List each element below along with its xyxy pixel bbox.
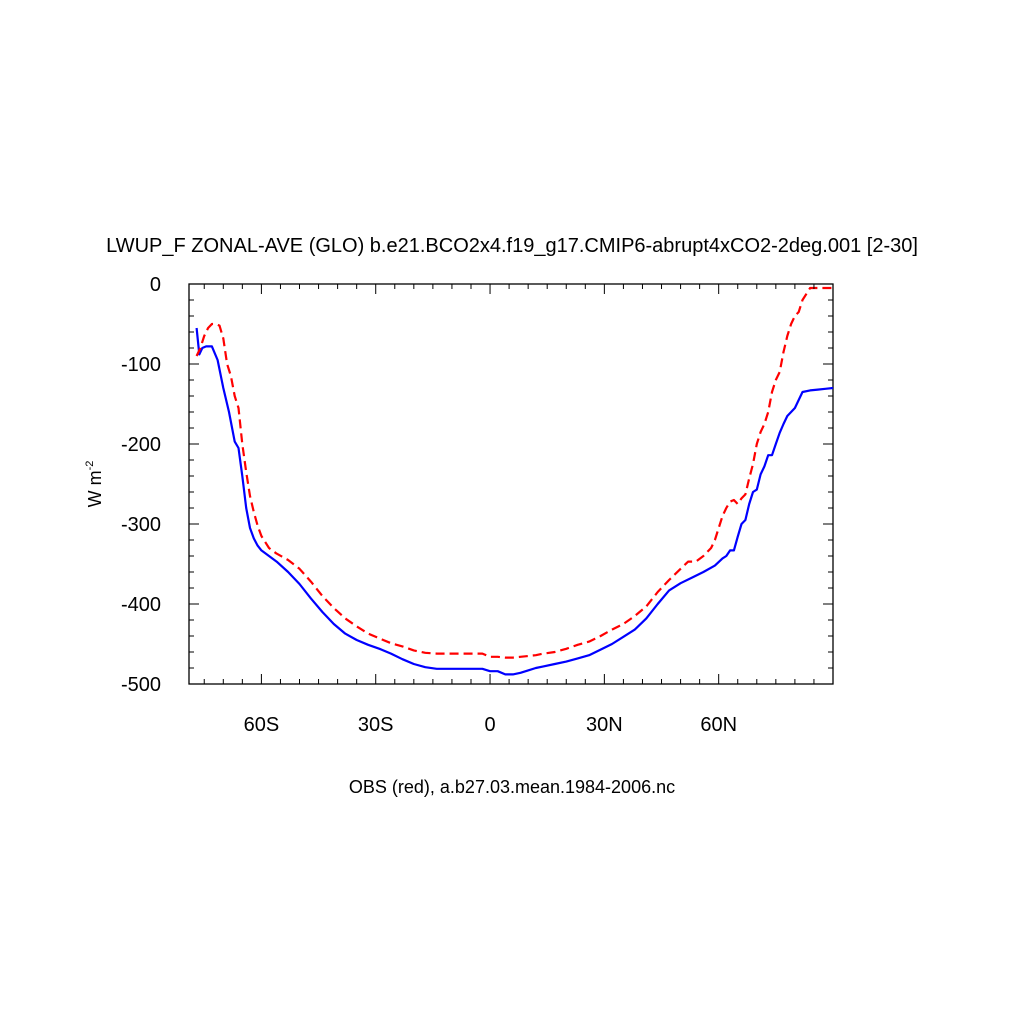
x-axis-label: OBS (red), a.b27.03.mean.1984-2006.nc <box>349 777 675 797</box>
y-axis-label: W m-2 <box>84 461 105 508</box>
y-axis-ticks: 0 -100 -200 -300 -400 -500 <box>121 274 833 696</box>
x-tick-label: 0 <box>484 714 495 736</box>
x-tick-label: 60S <box>244 714 280 736</box>
series-layer <box>195 286 834 676</box>
y-tick-label: -300 <box>121 514 161 536</box>
x-tick-label: 30S <box>358 714 394 736</box>
series-line-model-blue-solid <box>195 327 834 676</box>
y-tick-label: -500 <box>121 674 161 696</box>
y-axis-label-text: W m <box>85 470 105 507</box>
y-tick-label: -200 <box>121 434 161 456</box>
plot-frame <box>188 283 834 685</box>
plot-border <box>188 283 834 685</box>
y-tick-label: 0 <box>150 274 161 296</box>
chart-title: LWUP_F ZONAL-AVE (GLO) b.e21.BCO2x4.f19_… <box>106 235 918 257</box>
y-tick-label: -400 <box>121 594 161 616</box>
x-tick-label: 30N <box>586 714 623 736</box>
series-line-obs-red-dashed <box>195 286 833 659</box>
y-tick-label: -100 <box>121 354 161 376</box>
x-tick-label: 60N <box>700 714 737 736</box>
x-axis-ticks: 60S 30S 0 30N 60N <box>203 284 834 736</box>
y-axis-label-exponent: -2 <box>84 461 96 471</box>
